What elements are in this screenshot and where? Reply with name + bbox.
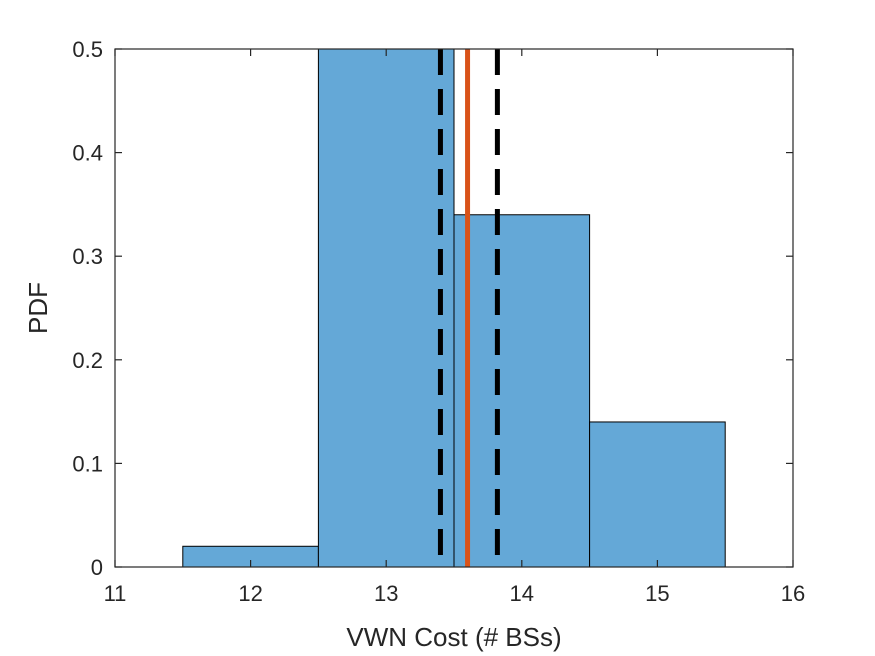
y-axis-ticks: 0 0.1 0.2 0.3 0.4 0.5 <box>72 37 793 580</box>
y-tick-label: 0.5 <box>72 37 103 62</box>
x-tick-label: 13 <box>374 581 398 606</box>
y-tick-label: 0.4 <box>72 141 103 166</box>
y-axis-label: PDF <box>23 282 53 334</box>
histogram-bar <box>317 48 455 568</box>
x-tick-label: 11 <box>104 581 127 606</box>
x-axis-ticks: 11 12 13 14 15 16 <box>104 49 805 606</box>
histogram-bar <box>453 214 591 568</box>
x-axis-label: VWN Cost (# BSs) <box>346 622 561 652</box>
x-tick-label: 16 <box>781 581 805 606</box>
y-tick-label: 0.2 <box>72 348 103 373</box>
x-tick-label: 14 <box>510 581 534 606</box>
x-tick-label: 12 <box>238 581 262 606</box>
x-tick-label: 15 <box>645 581 669 606</box>
histogram-bar <box>589 421 726 568</box>
plot-frame <box>114 48 794 568</box>
y-tick-label: 0 <box>91 555 103 580</box>
y-tick-label: 0.3 <box>72 244 103 269</box>
histogram-bars <box>182 48 726 568</box>
reference-lines <box>437 49 500 567</box>
y-tick-label: 0.1 <box>72 451 103 476</box>
